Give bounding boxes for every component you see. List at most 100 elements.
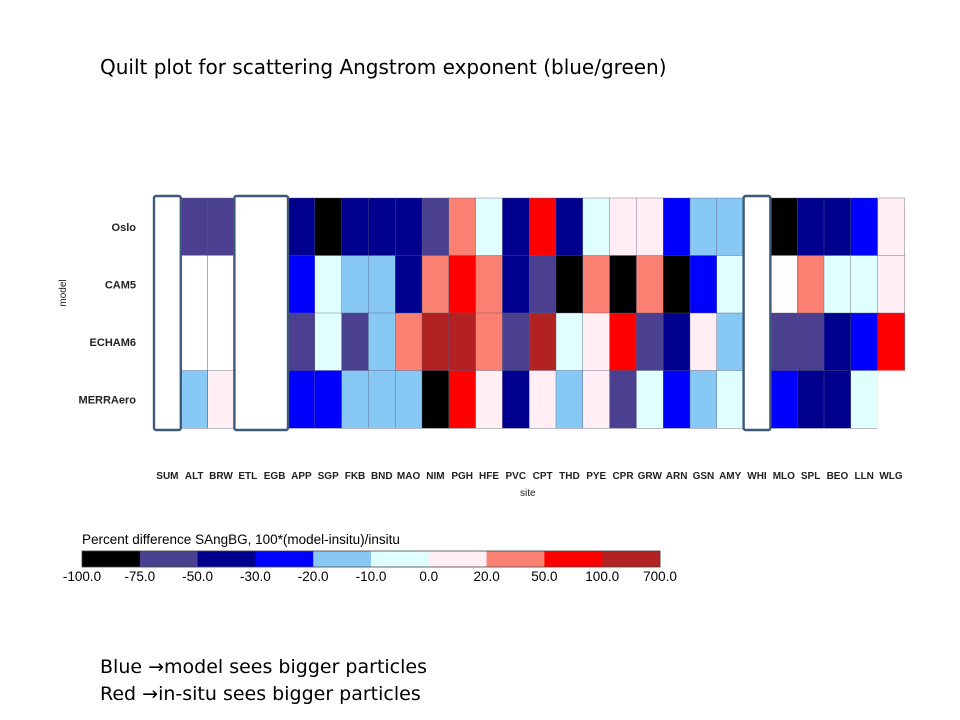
quilt-cell [555,312,584,371]
colorbar-bin [255,551,314,567]
x-tick-label: PYE [586,471,606,482]
x-tick-label: FKB [345,471,366,482]
quilt-cell [850,370,879,429]
colorbar-bin [544,551,603,567]
colorbar-bin [428,551,487,567]
quilt-cell [341,197,369,256]
quilt-cell [689,255,718,314]
colorbar-tick-label: -30.0 [240,569,271,584]
quilt-cell [609,197,637,256]
quilt-cell [823,197,852,256]
x-tick-label: MAO [397,471,421,482]
quilt-cell [689,370,718,429]
quilt-cell [689,197,718,256]
quilt-cell [770,255,798,314]
quilt-cell [261,255,289,314]
quilt-cell [636,255,664,314]
quilt-cell [207,370,235,429]
quilt-cell [314,370,343,429]
quilt-cell [234,313,262,371]
quilt-cell [877,370,905,429]
quilt-cell [770,370,798,429]
quilt-cell [797,255,825,314]
quilt-cell [341,312,369,371]
colorbar-bin [371,551,430,567]
quilt-cell [529,255,557,314]
quilt-cell [689,312,718,371]
colorbar-tick-label: 700.0 [643,569,677,584]
quilt-cell [529,370,557,429]
quilt-cell [663,255,691,314]
y-tick-label: MERRAero [79,394,137,406]
quilt-plot: Oslo CAM5 ECHAM6 MERRAero model SUM ALT BRW ETL E… [58,194,905,584]
quilt-cell [502,255,530,314]
quilt-cell [877,255,905,314]
colorbar-bin [602,551,661,567]
x-tick-label: APP [291,471,312,482]
quilt-cell [797,312,825,371]
quilt-cell [502,312,530,371]
colorbar-tick-label: -10.0 [356,569,387,584]
x-tick-label: BND [371,471,393,482]
quilt-cell [314,312,343,371]
quilt-cell [823,370,852,429]
quilt-cell [154,370,182,429]
colorbar-tick-label: 50.0 [531,569,557,584]
colorbar-tick-label: -100.0 [63,569,101,584]
quilt-cell [636,370,664,429]
x-axis-label: site [520,488,536,499]
quilt-cell [180,313,208,371]
colorbar-tick-label: 20.0 [473,569,499,584]
quilt-cell [421,312,450,371]
quilt-cell [234,198,262,256]
quilt-cell [555,197,584,256]
quilt-cell [421,197,450,256]
x-tick-label: EGB [264,471,286,482]
quilt-cell [582,255,611,314]
colorbar-tick-label: 0.0 [419,569,438,584]
x-tick-label: THD [559,471,580,482]
quilt-cell [823,312,852,371]
quilt-cell [582,312,611,371]
note-blue-text: model sees bigger particles [164,656,427,678]
quilt-cell [314,197,343,256]
x-tick-label: GRW [638,471,663,482]
x-tick-label: ETL [238,471,257,482]
quilt-cell [207,313,235,371]
quilt-cell [582,370,611,429]
note-red-text: in-situ sees bigger particles [158,683,421,705]
quilt-cell [716,197,745,256]
quilt-cell [529,312,557,371]
arrow-right-icon: → [148,656,165,678]
quilt-cell [797,197,825,256]
quilt-cell [716,312,745,371]
note-red-lead: Red [100,683,143,705]
x-tick-label: CPT [533,471,553,482]
colorbar-tick-label: 100.0 [585,569,619,584]
x-tick-label: HFE [479,471,499,482]
colorbar-frame [81,550,661,568]
x-tick-label: PVC [506,471,527,482]
colorbar-bin [486,551,545,567]
x-tick-label: AMY [719,471,742,482]
x-tick-label: MLO [773,471,795,482]
quilt-cell [475,370,503,429]
quilt-cell [287,255,316,314]
quilt-cell [287,370,316,429]
quilt-cell [207,197,235,256]
quilt-cell [341,370,369,429]
quilt-cell [154,198,182,256]
x-tick-label: WHI [747,471,767,482]
quilt-cell [797,370,825,429]
quilt-cell [663,312,691,371]
quilt-cell [743,370,771,429]
quilt-cell [395,370,423,429]
quilt-cell [287,312,316,371]
quilt-cell [421,255,450,314]
quilt-cell [448,312,477,371]
quilt-cell [395,255,423,314]
site-outline-box [742,194,772,432]
y-axis-label: model [58,279,69,306]
quilt-cell [180,197,209,256]
quilt-cell [234,255,262,314]
